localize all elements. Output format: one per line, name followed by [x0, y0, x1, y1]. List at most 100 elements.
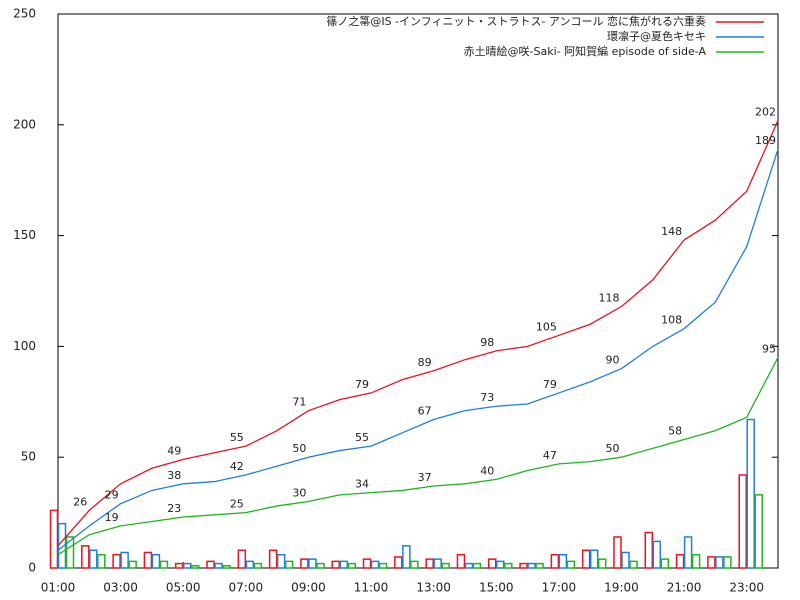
bar: [597, 558, 607, 569]
data-label: 79: [543, 378, 557, 391]
bar: [300, 558, 309, 569]
bar: [190, 565, 200, 569]
bar: [441, 562, 450, 569]
bar: [347, 562, 356, 569]
data-label: 71: [292, 396, 306, 409]
bar: [519, 562, 528, 569]
bar: [112, 553, 121, 569]
x-tick-label: 23:00: [729, 581, 764, 595]
bar: [456, 553, 466, 569]
bar: [433, 558, 442, 569]
x-tick-label: 19:00: [604, 581, 639, 595]
data-label: 19: [105, 511, 119, 524]
bar: [182, 562, 192, 569]
bar: [206, 560, 215, 569]
data-label: 50: [605, 442, 619, 455]
x-tick-label: 21:00: [667, 581, 702, 595]
x-tick-label: 07:00: [229, 581, 264, 595]
data-label: 42: [230, 460, 244, 473]
y-tick-label: 100: [13, 339, 36, 353]
y-tick-label: 50: [21, 450, 36, 464]
bar: [159, 560, 169, 569]
line: [57, 120, 779, 547]
data-label: 79: [355, 378, 369, 391]
data-label: 105: [536, 320, 557, 333]
data-label: 37: [418, 471, 432, 484]
bar: [222, 565, 231, 569]
bar: [527, 562, 536, 569]
bar: [675, 553, 685, 569]
bar: [237, 549, 247, 569]
bar: [652, 540, 662, 569]
data-label: 38: [167, 469, 181, 482]
bar: [81, 545, 90, 569]
data-label: 73: [480, 391, 494, 404]
bar: [746, 418, 755, 569]
data-label: 67: [418, 405, 432, 418]
bar: [496, 560, 505, 569]
bar: [89, 549, 98, 569]
bar: [464, 562, 474, 569]
legend-label: 篠ノ之箒@IS -インフィニット・ストラトス- アンコール 恋に焦がれる六重奏: [326, 14, 706, 28]
data-label: 34: [355, 478, 369, 491]
data-label: 55: [355, 431, 369, 444]
plot-frame: [57, 13, 779, 569]
data-label: 49: [167, 444, 181, 457]
data-label: 189: [755, 134, 776, 147]
x-tick-label: 17:00: [542, 581, 577, 595]
bar: [581, 549, 591, 569]
bar: [425, 558, 434, 569]
bar: [394, 556, 403, 569]
bar: [754, 494, 763, 569]
data-label: 95: [762, 342, 776, 355]
bar: [566, 560, 576, 569]
data-label: 47: [543, 449, 557, 462]
bar: [268, 549, 278, 569]
x-tick-label: 11:00: [354, 581, 389, 595]
data-label: 148: [661, 225, 682, 238]
bar: [691, 553, 701, 569]
x-tick-label: 15:00: [479, 581, 514, 595]
legend-label: 赤土晴絵@咲-Saki- 阿知賀編 episode of side-A: [464, 44, 707, 58]
bar: [589, 549, 599, 569]
bar: [660, 558, 670, 569]
bar: [276, 553, 286, 569]
bar: [402, 545, 411, 569]
bar: [253, 562, 263, 569]
bar: [174, 562, 184, 569]
bar: [738, 474, 747, 569]
bar: [65, 536, 75, 569]
bar: [331, 560, 340, 569]
bar: [339, 560, 348, 569]
bar: [370, 560, 380, 569]
bar: [316, 562, 325, 569]
bar: [245, 560, 255, 569]
bar: [410, 560, 419, 569]
x-tick-label: 13:00: [416, 581, 451, 595]
legend-label: 環凛子@夏色キセキ: [607, 29, 706, 43]
data-label: 108: [661, 314, 682, 327]
bar: [629, 560, 638, 569]
bar: [49, 509, 59, 569]
bar: [535, 562, 544, 569]
bar: [284, 560, 294, 569]
bar: [362, 558, 372, 569]
bar: [558, 553, 568, 569]
bar: [308, 558, 317, 569]
data-label: 89: [418, 356, 432, 369]
data-label: 30: [292, 487, 306, 500]
bar: [504, 562, 513, 569]
data-label: 26: [73, 495, 87, 508]
data-label: 55: [230, 431, 244, 444]
y-tick-label: 250: [13, 7, 36, 21]
data-label: 90: [605, 354, 619, 367]
bar: [214, 562, 223, 569]
data-label: 23: [167, 502, 181, 515]
bar: [723, 556, 732, 569]
line: [57, 357, 779, 556]
bar: [128, 560, 137, 569]
bar: [378, 562, 388, 569]
bar: [151, 553, 161, 569]
bar: [97, 553, 106, 569]
